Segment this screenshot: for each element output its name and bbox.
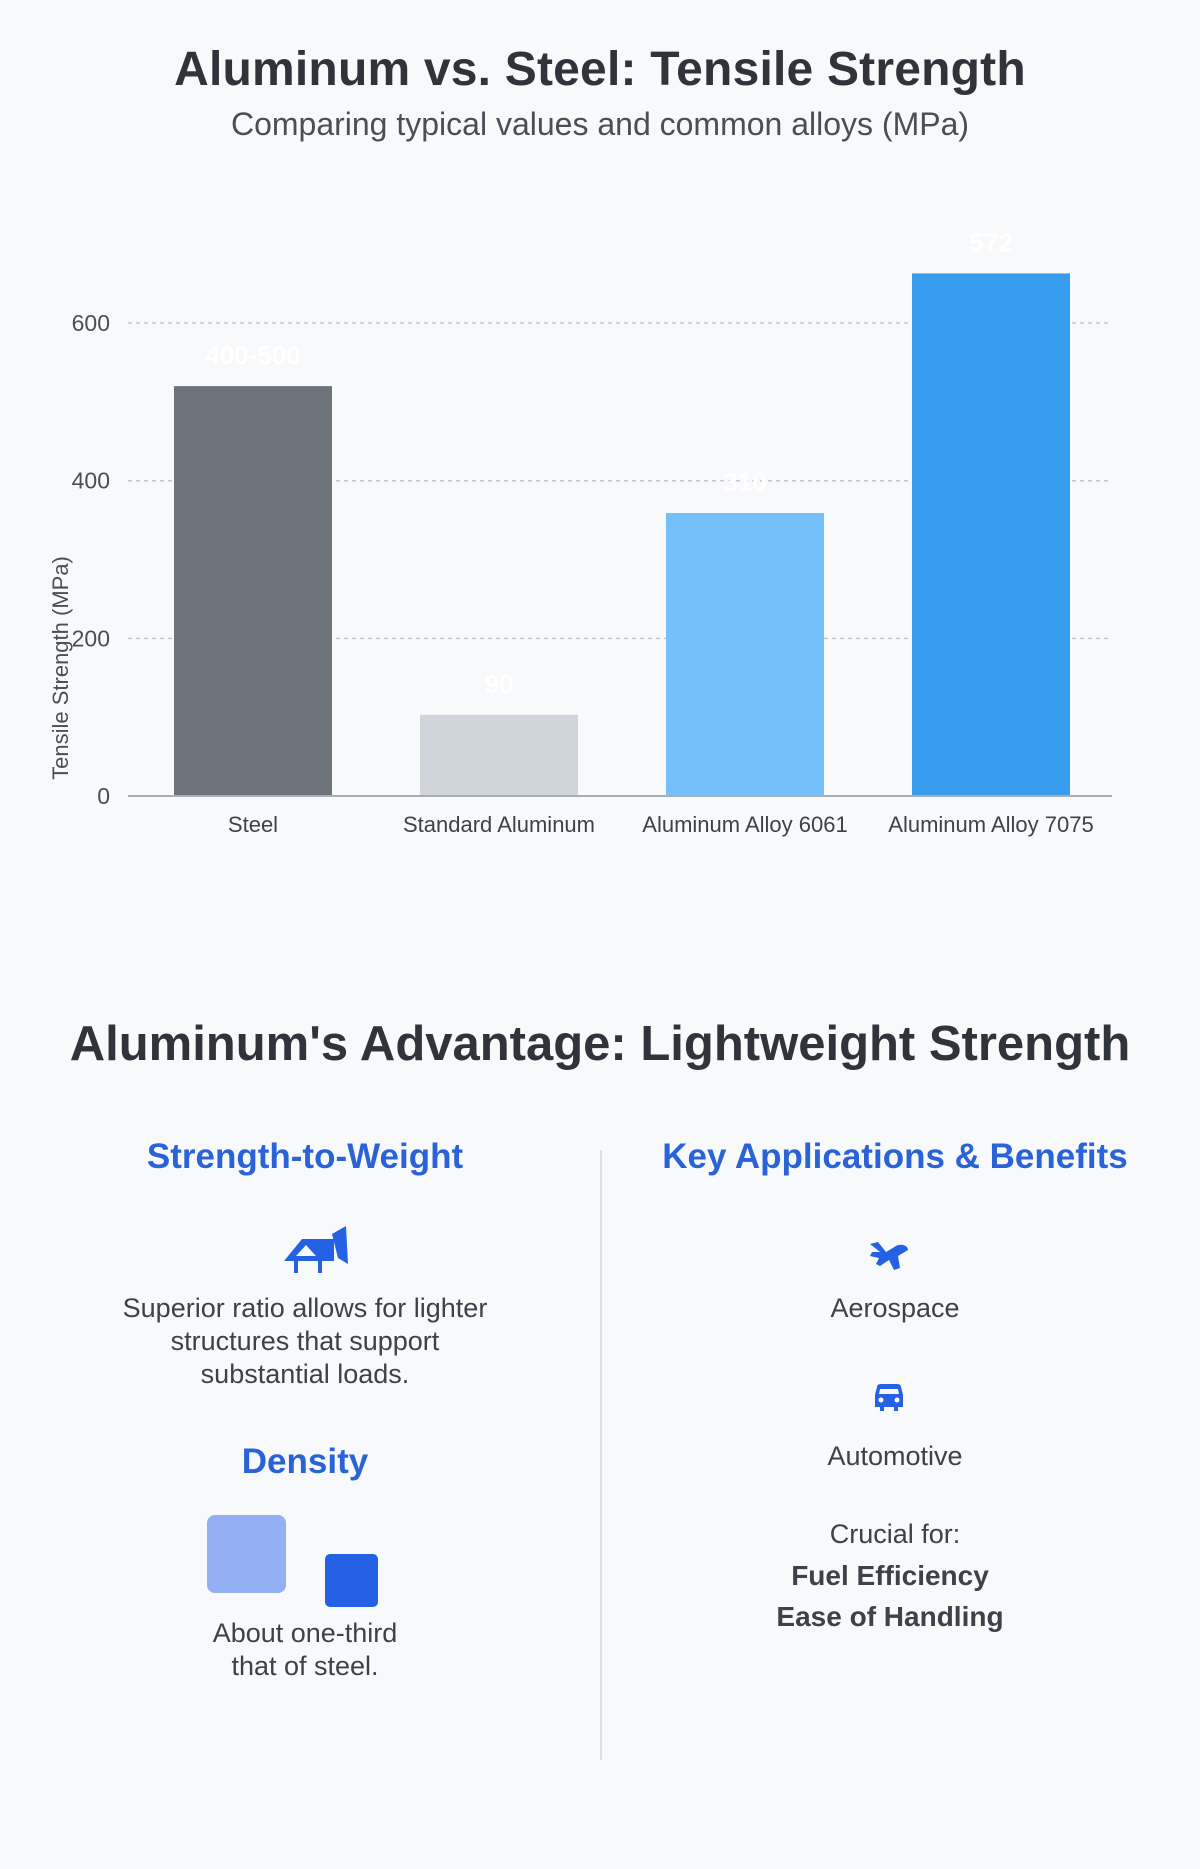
- data-label-1: 90: [485, 669, 514, 699]
- crucial-for-label: Crucial for:: [829, 1519, 961, 1549]
- y-axis-title: Tensile Strength (MPa): [48, 556, 73, 780]
- density-swatch-large: [207, 1515, 286, 1593]
- axes: 0 200 400 600 Steel Standard Aluminum Aluminum…: [72, 310, 1112, 837]
- density-line-2: that of steel.: [231, 1651, 379, 1681]
- bars: 400-500 90 310 572: [174, 227, 1070, 796]
- airplane-icon: [870, 1242, 908, 1270]
- bar-1: [420, 714, 578, 796]
- balance-scale-icon: [284, 1226, 348, 1273]
- bar-3: [912, 273, 1070, 796]
- y-tick-label-200: 200: [72, 625, 110, 651]
- key-applications-heading: Key Applications & Benefits: [662, 1137, 1128, 1176]
- strength-line-2: structures that support: [170, 1326, 440, 1356]
- automotive-label: Automotive: [827, 1441, 963, 1471]
- strength-to-weight-heading: Strength-to-Weight: [146, 1137, 464, 1176]
- benefit-fuel-efficiency: Fuel Efficiency: [791, 1560, 989, 1591]
- data-label-2: 310: [723, 467, 766, 497]
- x-tick-label-1: Standard Aluminum: [403, 812, 595, 837]
- strength-description: Superior ratio allows for lighter struct…: [70, 1292, 540, 1391]
- density-swatch-small: [325, 1554, 378, 1607]
- column-divider: [600, 1150, 602, 1760]
- bar-chart: 400-500 90 310 572 0 200 400 600 Steel Standard …: [48, 227, 1112, 837]
- data-label-0: 400-500: [205, 340, 300, 370]
- section-title: Aluminum's Advantage: Lightweight Streng…: [69, 1017, 1131, 1071]
- x-tick-label-2: Aluminum Alloy 6061: [642, 812, 847, 837]
- data-label-3: 572: [969, 227, 1012, 257]
- density-heading: Density: [241, 1442, 369, 1481]
- page-title: Aluminum vs. Steel: Tensile Strength: [174, 43, 1026, 96]
- aerospace-label: Aerospace: [830, 1293, 960, 1323]
- density-line-1: About one-third: [212, 1618, 398, 1648]
- x-tick-label-0: Steel: [228, 812, 278, 837]
- page-subtitle: Comparing typical values and common allo…: [230, 106, 970, 142]
- bar-0: [174, 386, 332, 796]
- y-tick-label-400: 400: [72, 468, 110, 494]
- y-tick-label-600: 600: [72, 310, 110, 336]
- car-icon: [875, 1384, 903, 1411]
- strength-line-3: substantial loads.: [200, 1359, 410, 1389]
- bar-2: [666, 513, 824, 796]
- x-tick-label-3: Aluminum Alloy 7075: [888, 812, 1093, 837]
- y-tick-label-0: 0: [97, 783, 110, 809]
- benefit-ease-of-handling: Ease of Handling: [776, 1601, 1004, 1632]
- density-description: About one-third that of steel.: [100, 1617, 510, 1683]
- strength-line-1: Superior ratio allows for lighter: [122, 1293, 488, 1323]
